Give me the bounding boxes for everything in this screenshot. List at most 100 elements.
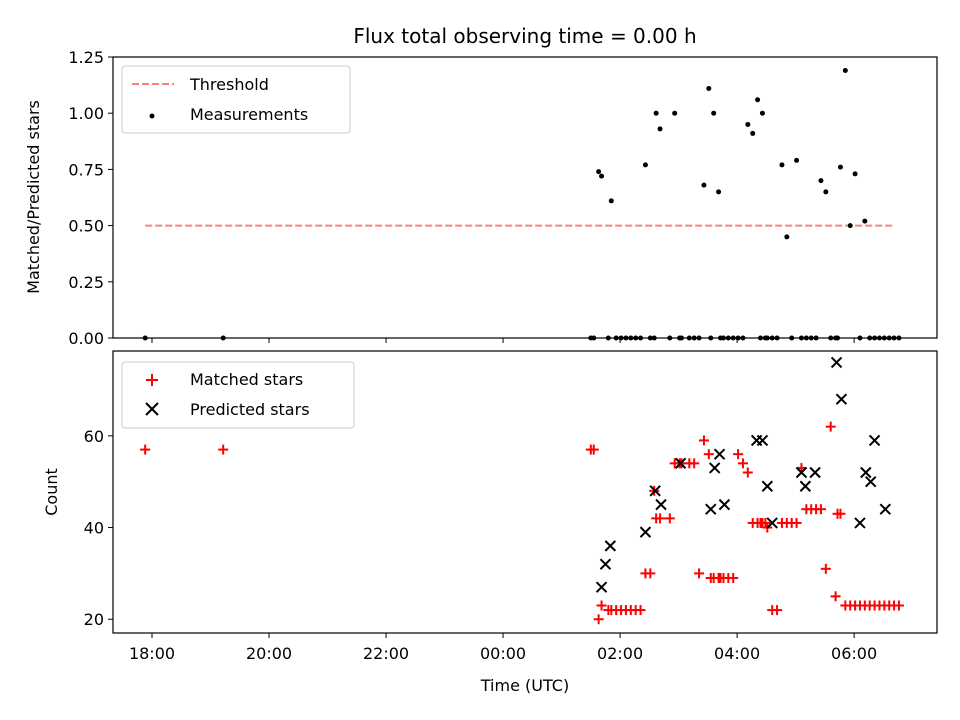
matched-star-point [893,600,904,611]
predicted-star-point [604,540,617,552]
ratio-x-axis [151,338,855,343]
matched-star-point [635,605,646,616]
measurement-point [599,173,605,179]
x-tick-label: 06:00 [831,644,877,663]
matched-star-point [737,458,748,469]
measurement-point [706,85,712,91]
x-tick-label: 20:00 [246,644,292,663]
x-tick-label: 00:00 [480,644,526,663]
threshold-legend-label: Threshold [189,75,269,94]
matched-legend-label: Matched stars [190,370,303,389]
count-y-tick-label: 60 [84,427,104,446]
matched-star-point [698,435,709,446]
matched-star-point [835,508,846,519]
ratio-plot-frame [112,56,938,339]
matched-star-point [140,444,151,455]
chart-title: Flux total observing time = 0.00 h [353,24,696,48]
ratio-y-tick-label: 0.00 [68,329,104,348]
measurement-point [779,162,785,168]
predicted-legend-swatch [145,402,159,416]
predicted-star-point [830,356,843,369]
matched-star-point [820,563,831,574]
matched-star-point [760,517,771,528]
ratio-panel: 0.00 0.25 0.50 0.75 1.00 1.25 Matched/Predict… [24,48,938,348]
measurement-point [852,171,858,177]
predicted-legend-label: Predicted stars [190,400,310,419]
predicted-star-point [718,498,731,511]
matched-star-point [655,513,666,524]
predicted-star-point [756,434,769,447]
count-marks [140,356,904,625]
matched-star-point [689,458,700,469]
measurement-point [759,110,765,116]
count-y-axis-label: Count [42,468,61,516]
measurement-point [818,178,824,184]
predicted-star-point [674,457,687,470]
predicted-star-point [599,558,612,570]
matched-star-point [733,449,744,460]
x-tick-label: 04:00 [714,644,760,663]
ratio-y-tick-label: 0.50 [68,217,104,236]
count-legend: Matched stars Predicted stars [121,361,355,429]
x-tick-label: 22:00 [363,644,409,663]
predicted-star-point [864,475,877,488]
measurement-point [823,189,829,195]
predicted-star-point [868,434,881,447]
measurement-point [711,110,717,116]
predicted-star-point [708,462,721,474]
count-y-tick-label: 20 [84,610,104,629]
measurement-point [745,121,751,127]
count-plot-frame [112,350,938,634]
predicted-star-point [655,498,667,511]
matched-star-point [791,517,802,528]
measurement-point [642,162,648,168]
matched-star-point [703,449,714,460]
ratio-y-tick-label: 1.00 [68,104,104,123]
matched-star-point [694,568,705,579]
x-axis-label: Time (UTC) [480,676,569,695]
matched-star-point [825,421,836,432]
measurement-point [716,189,722,195]
matched-legend-swatch [146,374,158,386]
predicted-star-point [639,526,652,538]
predicted-star-point [713,448,726,460]
measurement-point [653,110,659,116]
ratio-y-tick-label: 0.25 [68,273,104,292]
predicted-star-point [649,485,661,497]
measurements-legend-label: Measurements [190,105,308,124]
predicted-star-point [595,581,608,593]
matched-star-point [728,572,739,583]
measurement-point [672,110,678,116]
ratio-y-tick-label: 0.75 [68,160,104,179]
matched-star-point [772,605,783,616]
measurement-point [755,97,761,103]
measurement-point [842,67,848,73]
predicted-star-point [854,517,866,529]
ratio-y-tick-label: 1.25 [68,48,104,67]
ratio-legend-box [121,65,351,134]
predicted-star-point [795,466,808,479]
measurement-point [701,182,707,188]
measurement-point [862,218,868,224]
ratio-y-axis-label: Matched/Predicted stars [24,100,43,294]
predicted-star-point [835,393,848,405]
count-panel: 20 40 60 18:00 20:00 22:00 00:00 02:00 04:00 06:… [42,350,938,695]
predicted-star-point [799,480,812,492]
x-tick-label: 18:00 [129,644,175,663]
matched-star-point [664,513,675,524]
matched-star-point [593,614,604,625]
count-y-tick-label: 40 [84,519,104,538]
predicted-star-point [860,466,872,479]
count-legend-box [121,361,355,429]
count-x-axis: 18:00 20:00 22:00 00:00 02:00 04:00 06:00 [129,633,877,663]
measurement-point [794,157,800,163]
matched-star-point [742,467,753,478]
matched-star-point [218,444,229,455]
measurement-point [750,130,756,136]
predicted-star-point [809,466,821,479]
x-tick-label: 02:00 [597,644,643,663]
measurement-point [784,234,790,240]
matched-star-point [588,444,599,455]
measurement-point [837,164,843,170]
